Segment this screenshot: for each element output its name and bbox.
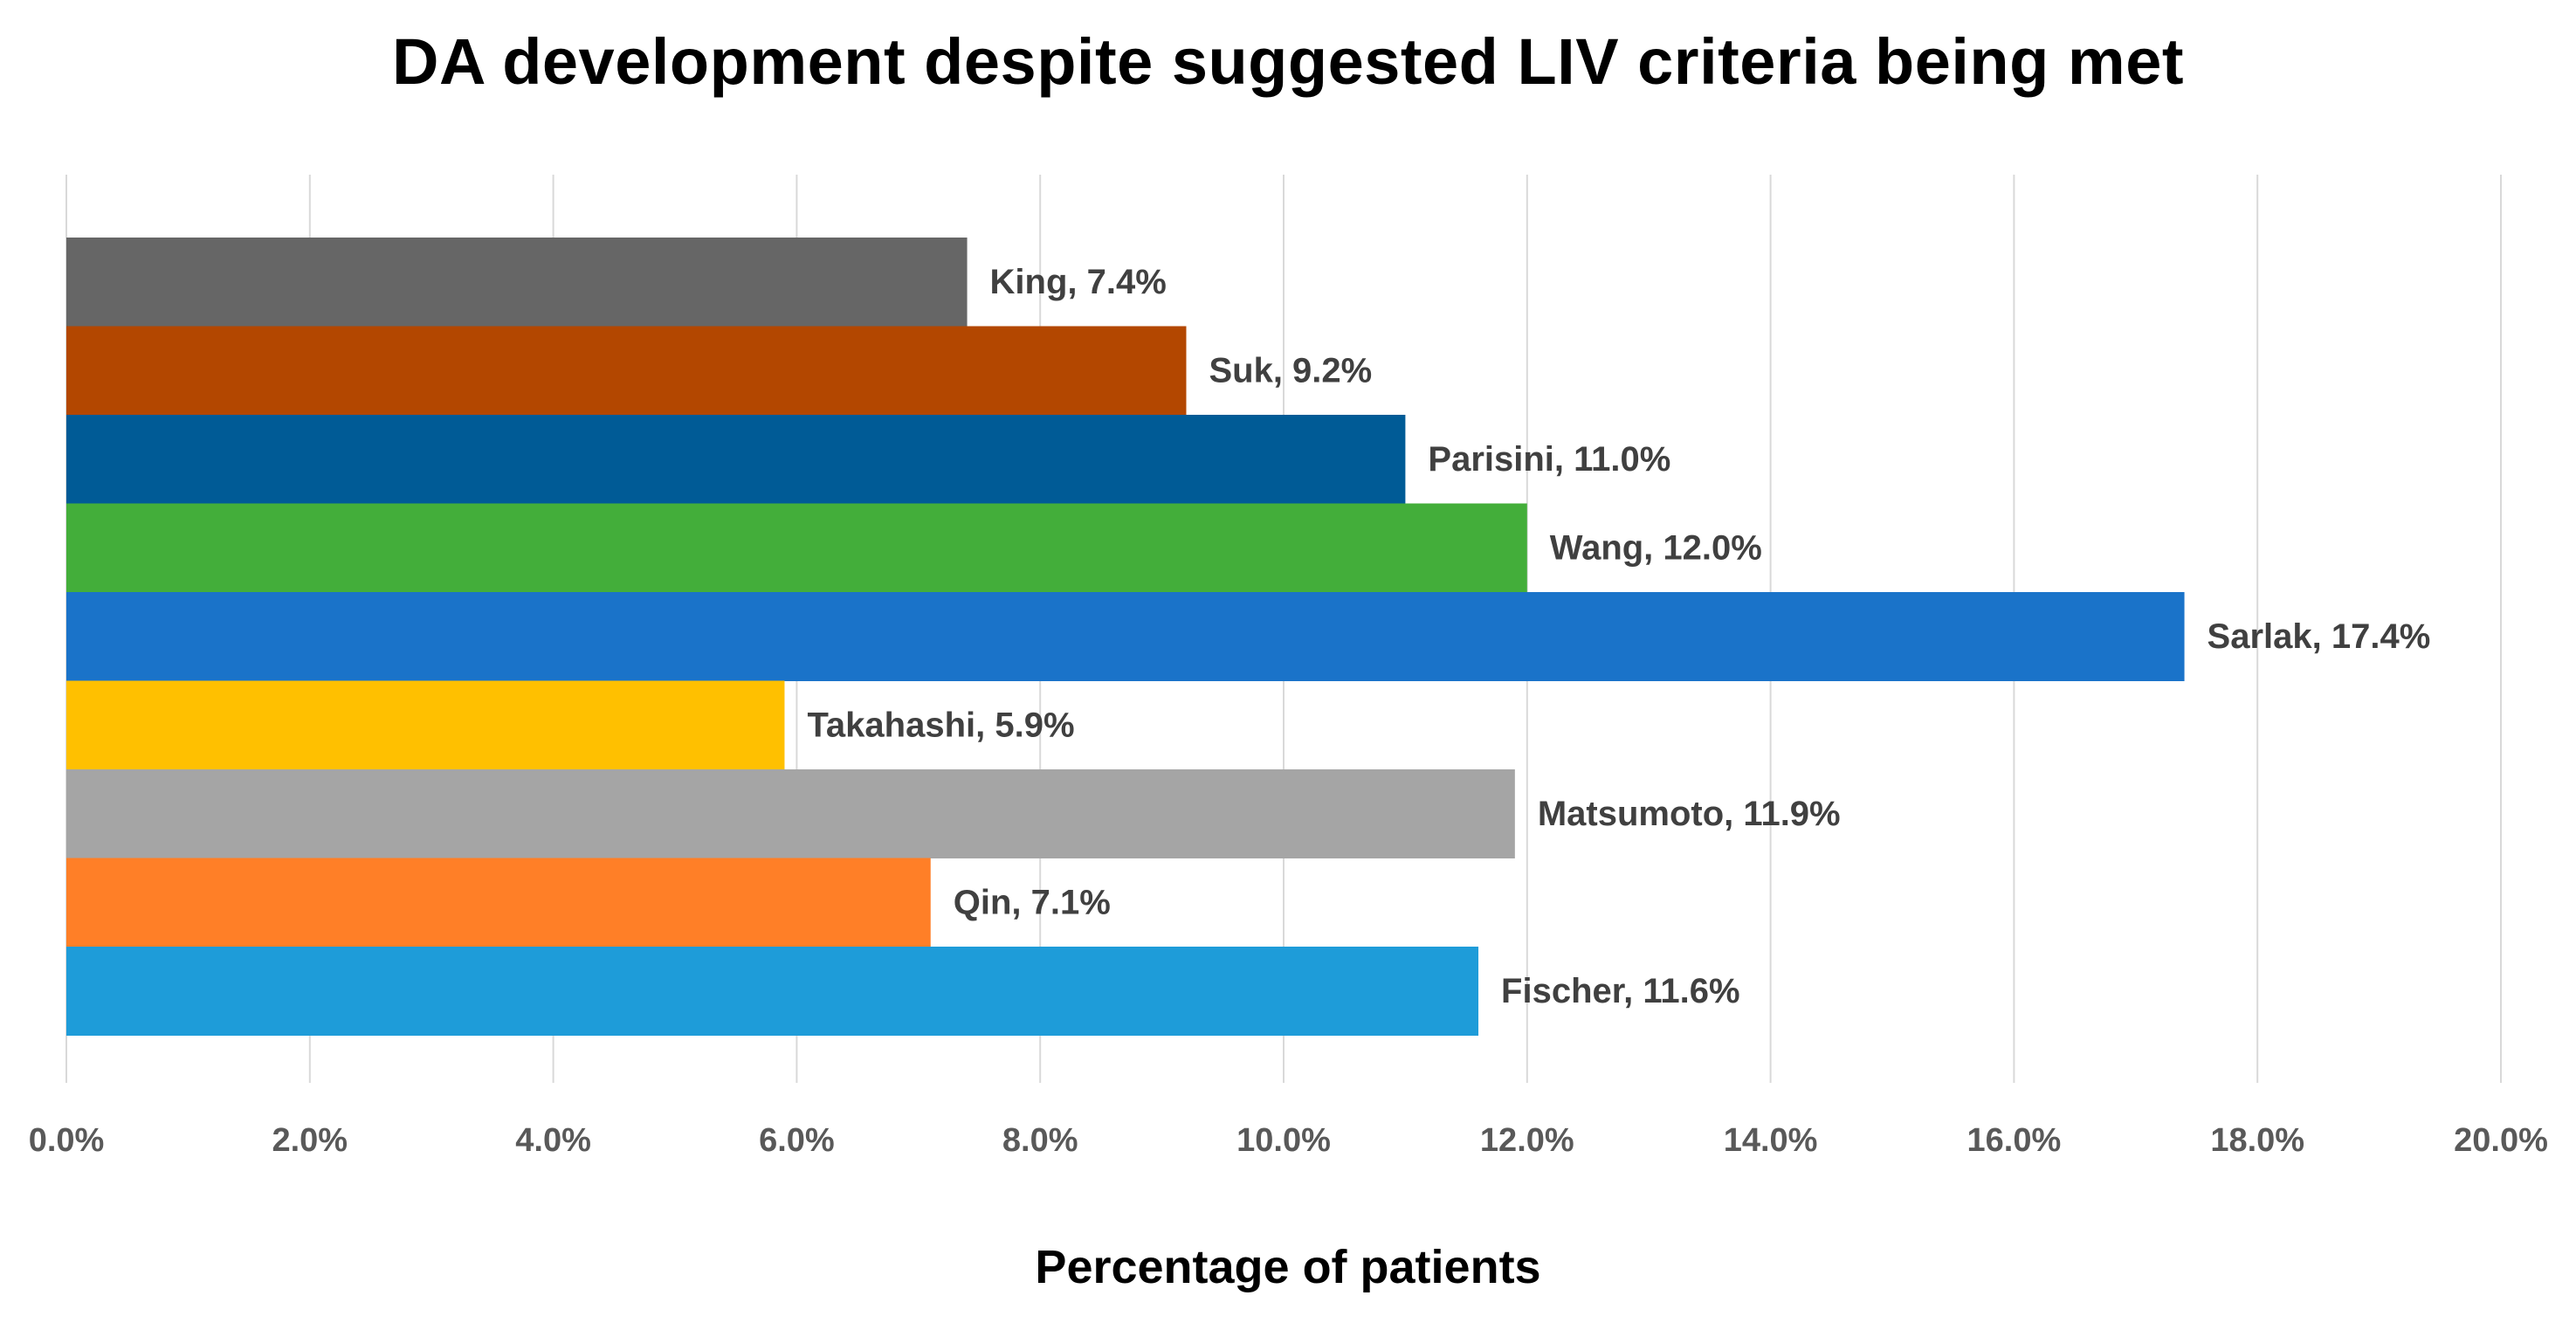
data-label-takahashi: Takahashi, 5.9% [807,706,1074,744]
x-tick-label: 2.0% [272,1122,348,1159]
data-label-suk: Suk, 9.2% [1209,351,1372,389]
data-label-qin: Qin, 7.1% [954,883,1111,921]
data-labels: King, 7.4% Suk, 9.2% Parisini, 11.0% Wang, … [807,263,2430,1010]
data-label-king: King, 7.4% [990,263,1167,301]
data-label-wang: Wang, 12.0% [1550,528,1762,567]
bar-fischer [66,947,1479,1036]
bar-takahashi [66,680,785,770]
bar-matsumoto [66,769,1515,858]
x-tick-label: 0.0% [29,1122,105,1159]
x-tick-label: 8.0% [1002,1122,1078,1159]
x-axis-ticks: 0.0% 2.0% 4.0% 6.0% 8.0% 10.0% 12.0% 14.0% 16.0%… [29,1122,2548,1159]
x-tick-label: 6.0% [759,1122,835,1159]
chart-title: DA development despite suggested LIV cri… [392,25,2184,98]
x-tick-label: 16.0% [1967,1122,2062,1159]
x-tick-label: 12.0% [1480,1122,1574,1159]
x-tick-label: 10.0% [1236,1122,1331,1159]
bar-parisini [66,415,1406,504]
bar-suk [66,326,1187,416]
x-axis-title: Percentage of patients [1035,1241,1541,1293]
bar-king [66,238,968,327]
bar-qin [66,858,931,948]
x-tick-label: 4.0% [515,1122,591,1159]
x-tick-label: 14.0% [1724,1122,1818,1159]
data-label-parisini: Parisini, 11.0% [1428,440,1670,479]
bar-wang [66,503,1527,593]
x-tick-label: 18.0% [2210,1122,2304,1159]
data-label-sarlak: Sarlak, 17.4% [2208,617,2431,656]
x-tick-label: 20.0% [2454,1122,2548,1159]
bar-sarlak [66,592,2185,681]
data-label-matsumoto: Matsumoto, 11.9% [1538,795,1841,833]
data-label-fischer: Fischer, 11.6% [1501,972,1740,1010]
bars [66,238,2185,1036]
